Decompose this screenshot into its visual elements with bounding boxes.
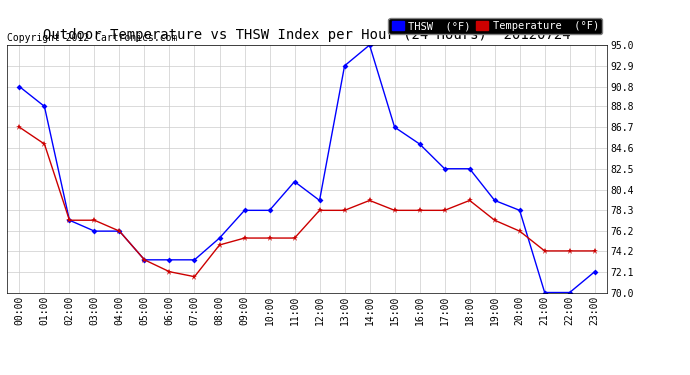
Legend: THSW  (°F), Temperature  (°F): THSW (°F), Temperature (°F) [388,18,602,34]
Title: Outdoor Temperature vs THSW Index per Hour (24 Hours)  20120724: Outdoor Temperature vs THSW Index per Ho… [43,28,571,42]
Text: Copyright 2012 Cartronics.com: Copyright 2012 Cartronics.com [7,33,177,42]
